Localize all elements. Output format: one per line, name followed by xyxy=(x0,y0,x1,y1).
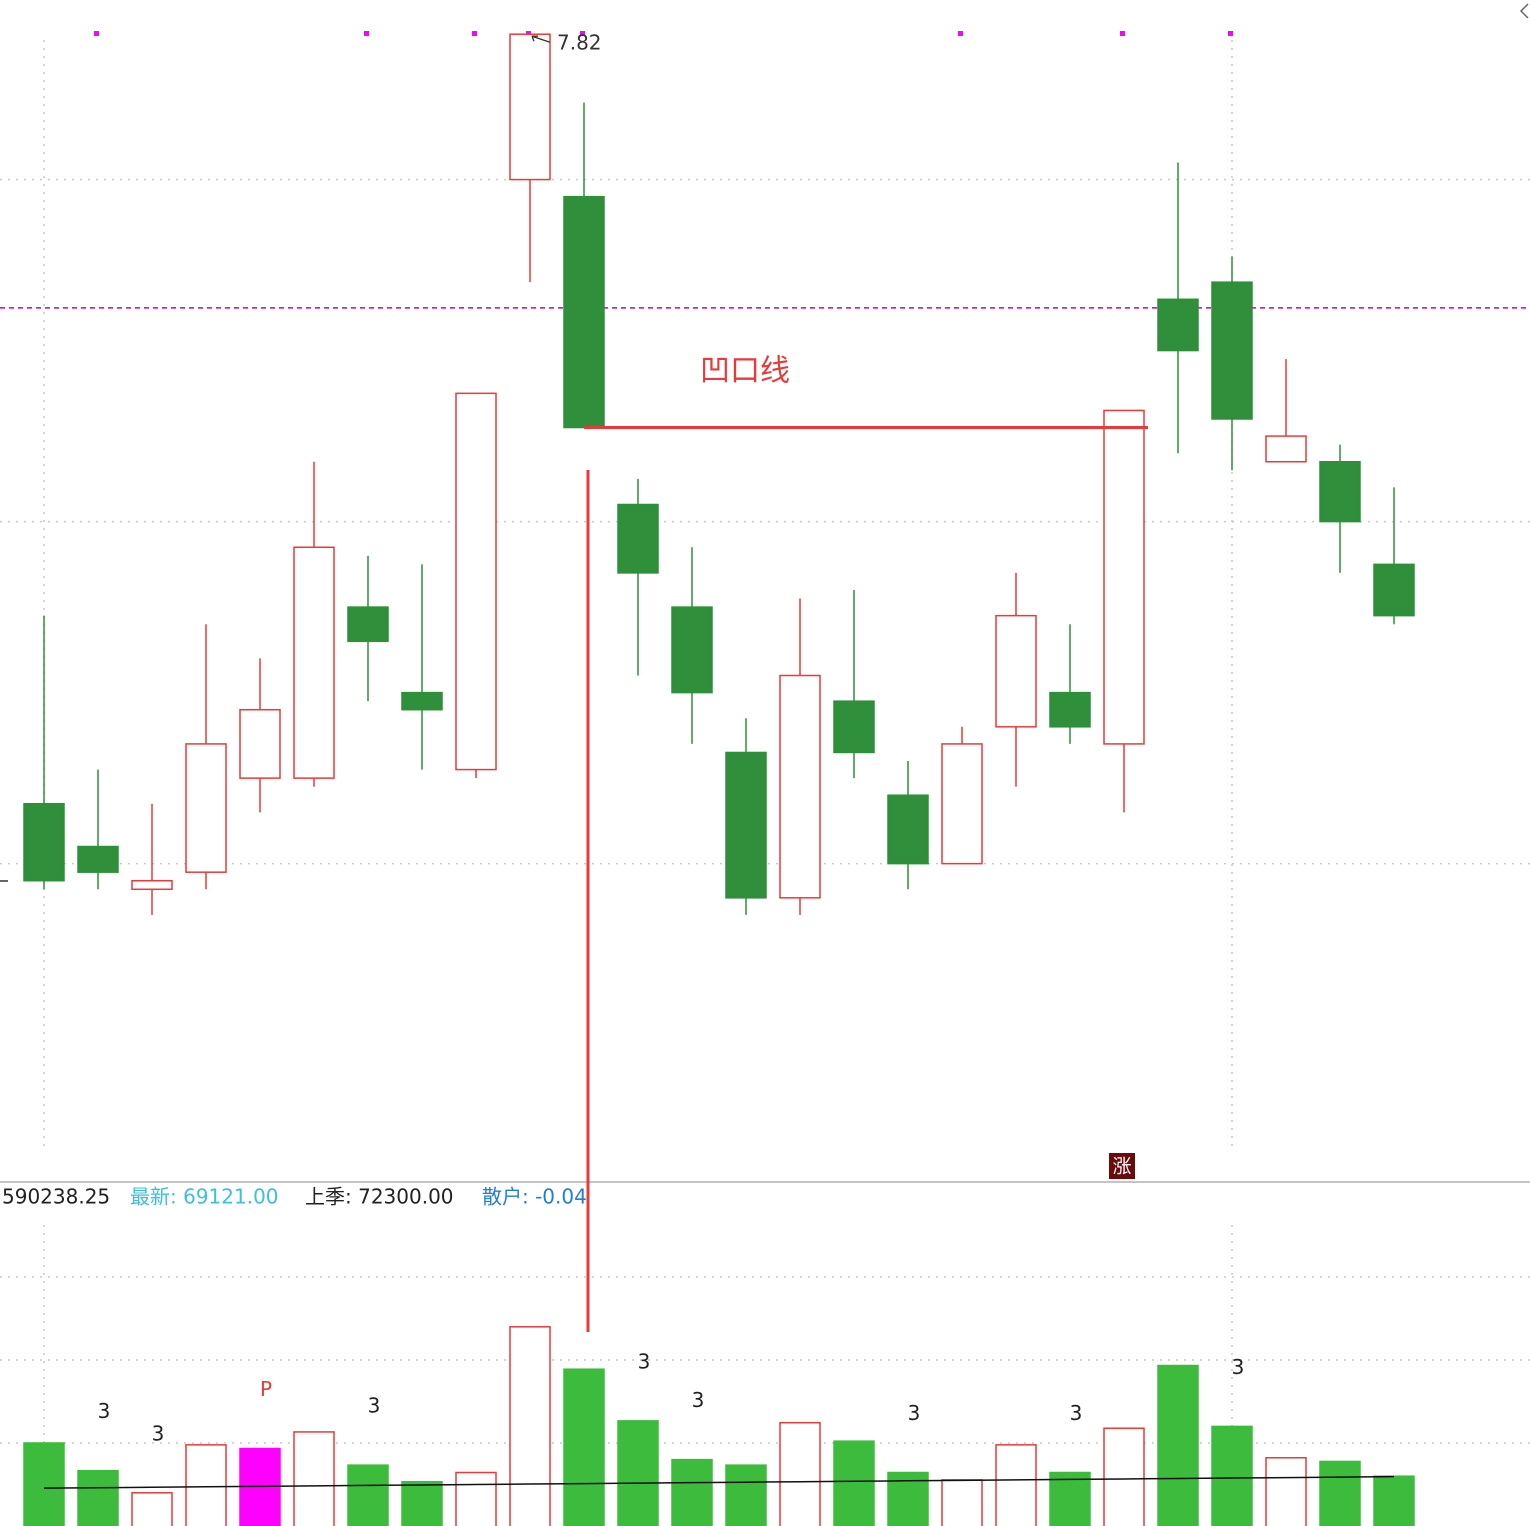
volume-bar xyxy=(671,1458,713,1526)
volume-bar xyxy=(347,1464,389,1526)
badge: 涨 xyxy=(1112,1156,1131,1178)
high-label: 7.82 xyxy=(557,31,602,55)
volume-bar xyxy=(1049,1471,1091,1526)
volume-bar xyxy=(401,1480,443,1526)
candle-body xyxy=(1319,460,1361,523)
indicator-value: 590238.25 xyxy=(2,1185,110,1209)
badge-bg xyxy=(1109,1153,1135,1179)
signal-marker xyxy=(94,31,99,36)
candle-body xyxy=(131,879,173,891)
indicator-retail: 散户: -0.04 xyxy=(482,1185,587,1209)
signal-markers xyxy=(94,31,1233,36)
volume-bar xyxy=(239,1447,281,1526)
volume-bar xyxy=(1211,1425,1253,1526)
volume-bar xyxy=(941,1479,983,1526)
collapse-icon[interactable] xyxy=(1519,3,1529,19)
signal-marker xyxy=(958,31,963,36)
notch-label: 凹口线 xyxy=(700,354,790,389)
candle-body xyxy=(455,392,497,771)
volume-bar xyxy=(833,1440,875,1526)
bar-label: 3 xyxy=(98,1399,111,1423)
indicator-latest: 最新: 69121.00 xyxy=(130,1185,279,1209)
candle-body xyxy=(293,546,335,779)
candle-body xyxy=(833,700,875,754)
candle-body xyxy=(1211,281,1253,420)
bar-label: P xyxy=(260,1377,272,1401)
candle-body xyxy=(23,803,65,882)
bar-label: 3 xyxy=(908,1401,921,1425)
volume-bar xyxy=(1319,1460,1361,1526)
candle-body xyxy=(1373,563,1415,617)
volume-bar xyxy=(1265,1457,1307,1526)
bar-label: 3 xyxy=(152,1421,165,1445)
volume-bar xyxy=(725,1464,767,1526)
volume-bar xyxy=(779,1421,821,1526)
volume-bar xyxy=(293,1431,335,1526)
candle-body xyxy=(617,503,659,574)
volume-bar xyxy=(23,1442,65,1526)
bar-label: 3 xyxy=(1070,1401,1083,1425)
candle-body xyxy=(1157,298,1199,352)
volume-bar xyxy=(185,1444,227,1526)
candle-body xyxy=(185,743,227,873)
candle-body xyxy=(887,794,929,865)
volume-bar xyxy=(77,1469,119,1526)
signal-marker xyxy=(472,31,477,36)
candle-body xyxy=(509,33,551,181)
volume-bar xyxy=(1157,1364,1199,1526)
volume-bar xyxy=(509,1326,551,1526)
high-pointer xyxy=(531,35,551,43)
candle-body xyxy=(1049,691,1091,728)
candle-body xyxy=(941,743,983,865)
volume-bar xyxy=(1103,1427,1145,1526)
candle-body xyxy=(671,606,713,694)
volume-bar xyxy=(455,1471,497,1526)
candle-body xyxy=(779,674,821,899)
volume-bar xyxy=(617,1420,659,1526)
candle-body xyxy=(77,845,119,873)
volume-bar xyxy=(563,1368,605,1526)
signal-marker xyxy=(1120,31,1125,36)
candle-body xyxy=(725,751,767,899)
bar-label: 3 xyxy=(692,1388,705,1412)
signal-marker xyxy=(580,31,585,36)
bar-label: 3 xyxy=(368,1394,381,1418)
candle-body xyxy=(347,606,389,643)
signal-marker xyxy=(1228,31,1233,36)
bar-label: 3 xyxy=(1232,1355,1245,1379)
volume-bar xyxy=(995,1444,1037,1526)
candle-body xyxy=(1265,435,1307,463)
volume-bar xyxy=(131,1492,173,1526)
candle-body xyxy=(239,708,281,779)
candle-body xyxy=(1103,409,1145,745)
volume-ma-line xyxy=(43,1475,1395,1489)
signal-marker xyxy=(364,31,369,36)
candle-body xyxy=(995,614,1037,728)
candle-body xyxy=(563,195,605,429)
bar-label: 3 xyxy=(638,1349,651,1373)
candle-body xyxy=(401,691,443,711)
indicator-last-quarter: 上季: 72300.00 xyxy=(305,1185,454,1209)
volume-bar xyxy=(1373,1475,1415,1526)
